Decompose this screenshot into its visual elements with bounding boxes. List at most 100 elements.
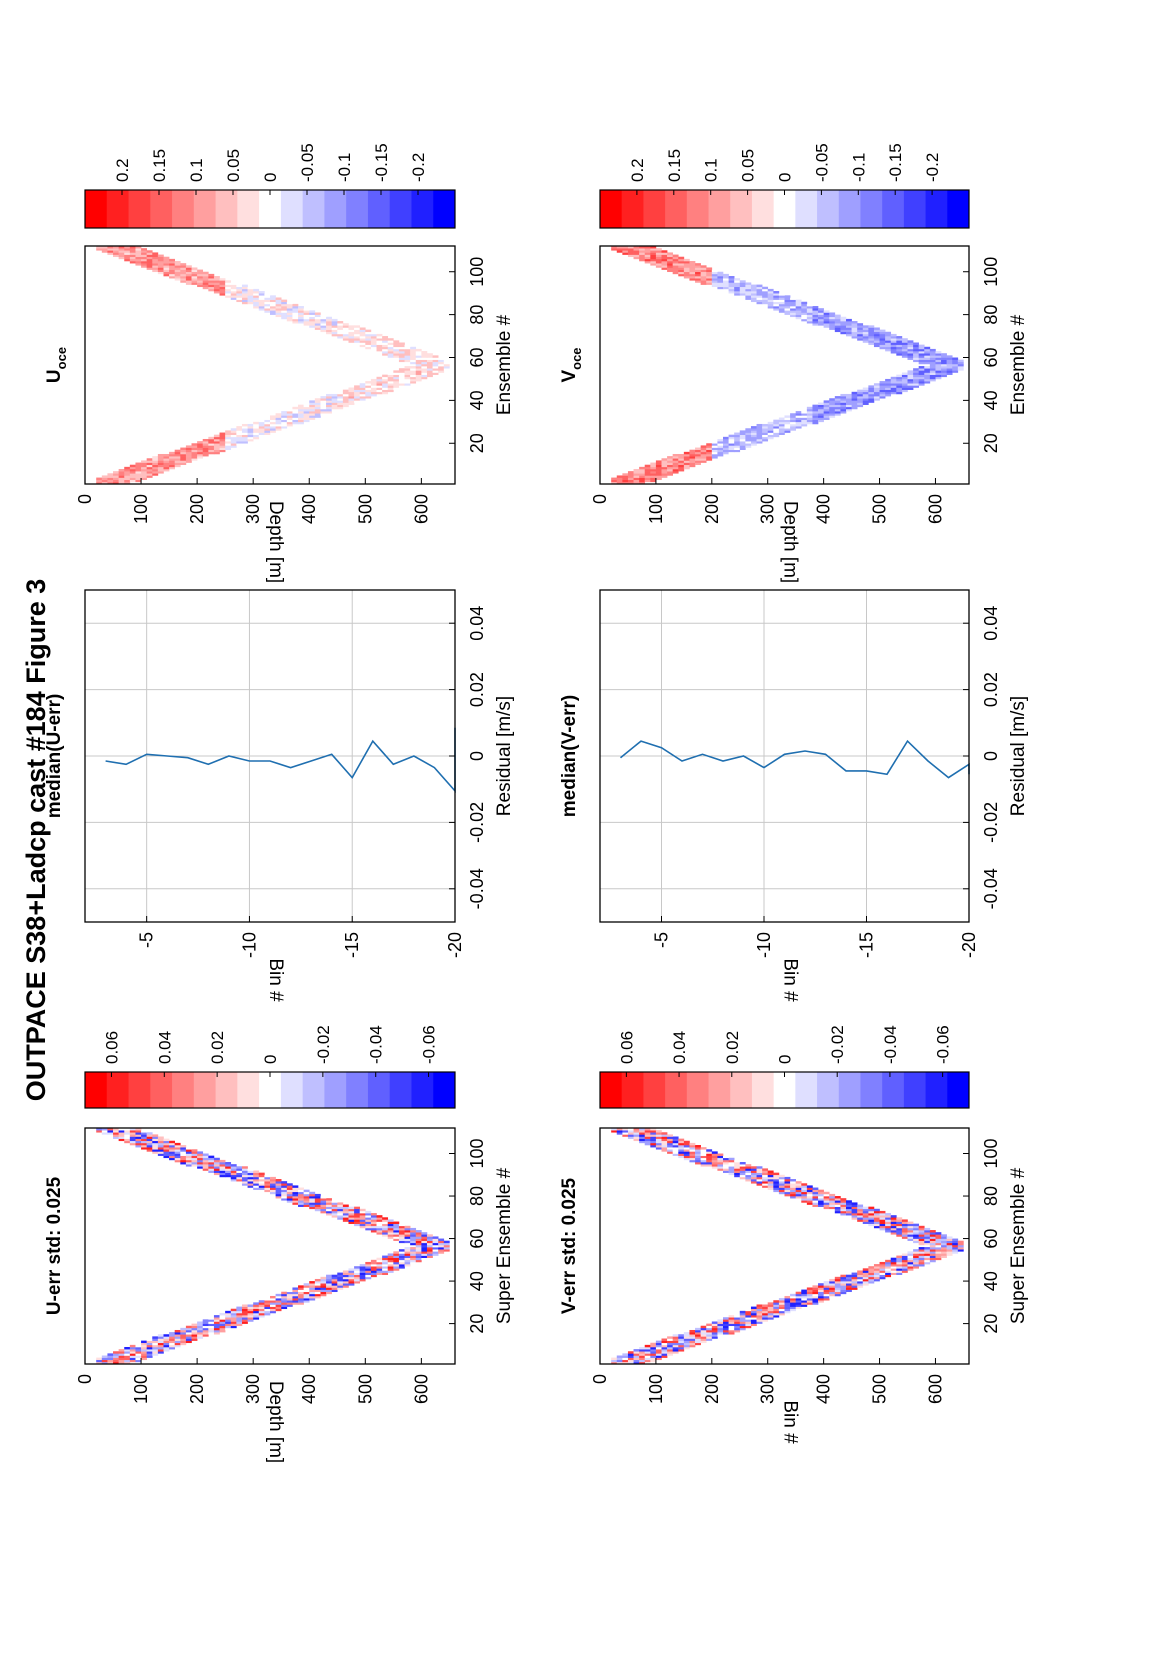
heatmap-cell	[901, 1223, 908, 1227]
heatmap-cell	[174, 271, 181, 275]
heatmap-cell	[739, 1176, 746, 1180]
heatmap-cell	[421, 361, 428, 365]
depth-tick-label: 100	[646, 494, 666, 524]
heatmap-cell	[689, 462, 696, 466]
heatmap-cell	[728, 441, 735, 444]
heatmap-cell	[829, 413, 836, 416]
heatmap-cell	[857, 1210, 864, 1214]
heatmap-cell	[929, 372, 936, 375]
heatmap-cell	[739, 1312, 746, 1316]
heatmap-cell	[901, 344, 908, 348]
heatmap-cell	[661, 1138, 668, 1142]
heatmap-cell	[672, 1346, 679, 1350]
heatmap-cell	[627, 473, 634, 476]
heatmap-cell	[762, 288, 769, 292]
heatmap-cell	[913, 1240, 919, 1244]
heatmap-cell	[157, 261, 164, 264]
heatmap-cell	[404, 357, 411, 360]
heatmap-cell	[141, 258, 147, 262]
heatmap-cell	[354, 1210, 360, 1214]
depth-tick-label: 0	[75, 1374, 95, 1384]
heatmap-cell	[706, 1332, 713, 1335]
heatmap-cell	[320, 1198, 327, 1201]
heatmap-cell	[213, 445, 220, 448]
heatmap-cell	[840, 406, 847, 410]
heatmap-cell	[219, 1168, 226, 1171]
heatmap-cell	[935, 359, 942, 363]
colorbar-swatch	[903, 1072, 927, 1108]
heatmap-cell	[823, 321, 830, 324]
heatmap-cell	[326, 393, 332, 397]
heatmap-cell	[711, 449, 718, 453]
heatmap-cell	[152, 1147, 159, 1150]
heatmap-cell	[739, 1323, 746, 1327]
heatmap-cell	[818, 312, 824, 315]
heatmap-cell	[387, 376, 394, 380]
heatmap-cell	[180, 462, 187, 466]
heatmap-cell	[314, 327, 321, 330]
y-axis-label: Bin #	[780, 958, 801, 1002]
heatmap-cell	[415, 355, 422, 358]
heatmap-cell	[896, 376, 903, 380]
heatmap-cell	[801, 1300, 808, 1303]
heatmap-cell	[197, 1162, 204, 1165]
heatmap-cell	[790, 1304, 796, 1307]
heatmap-cell	[639, 481, 646, 485]
heatmap-cell	[907, 344, 914, 348]
heatmap-cell	[365, 391, 372, 395]
heatmap-cell	[191, 1155, 198, 1159]
heatmap-cell	[812, 306, 819, 309]
heatmap-cell	[801, 310, 808, 313]
heatmap-cell	[778, 1187, 785, 1190]
heatmap-cell	[879, 1213, 886, 1216]
heatmap-cell	[868, 333, 875, 337]
heatmap-cell	[208, 286, 215, 290]
heatmap-cell	[225, 1317, 232, 1320]
heatmap-cell	[163, 456, 170, 459]
heatmap-cell	[806, 415, 813, 418]
heatmap-cell	[745, 438, 752, 442]
heatmap-cell	[650, 248, 657, 251]
heatmap-cell	[728, 1315, 735, 1318]
heatmap-cell	[806, 316, 813, 320]
heatmap-cell	[700, 1151, 707, 1154]
heatmap-cell	[784, 419, 791, 423]
heatmap-cell	[309, 1298, 316, 1301]
heatmap-cell	[157, 1138, 164, 1142]
heatmap-cell	[946, 1242, 953, 1246]
heatmap-cell	[901, 381, 908, 384]
heatmap-cell	[739, 1168, 746, 1171]
heatmap-cell	[918, 351, 925, 354]
heatmap-cell	[795, 413, 802, 416]
heatmap-cell	[225, 445, 232, 448]
heatmap-cell	[851, 1278, 858, 1282]
heatmap-cell	[717, 451, 724, 455]
heatmap-cell	[739, 1319, 746, 1322]
heatmap-cell	[700, 453, 707, 457]
heatmap-cell	[913, 351, 919, 354]
heatmap-cell	[208, 1323, 215, 1327]
heatmap-cell	[818, 314, 824, 318]
heatmap-cell	[879, 329, 886, 333]
heatmap-cell	[404, 368, 411, 371]
heatmap-cell	[426, 1247, 433, 1250]
heatmap-cell	[393, 1223, 400, 1227]
heatmap-cell	[404, 1264, 411, 1267]
heatmap-cell	[404, 372, 411, 375]
heatmap-cell	[857, 338, 864, 341]
heatmap-cell	[129, 1142, 136, 1146]
heatmap-cell	[370, 1227, 377, 1231]
heatmap-cell	[180, 1162, 187, 1165]
heatmap-cell	[113, 473, 119, 476]
heatmap-cell	[806, 1198, 813, 1201]
bin-tick-label: -5	[137, 932, 157, 948]
heatmap-cell	[896, 1219, 903, 1222]
heatmap-cell	[823, 312, 830, 315]
heatmap-cell	[314, 1285, 321, 1288]
heatmap-cell	[661, 1142, 668, 1146]
heatmap-cell	[773, 426, 780, 429]
heatmap-cell	[778, 1298, 785, 1301]
heatmap-cell	[957, 361, 964, 365]
heatmap-cell	[650, 256, 657, 260]
heatmap-cell	[667, 1342, 673, 1346]
